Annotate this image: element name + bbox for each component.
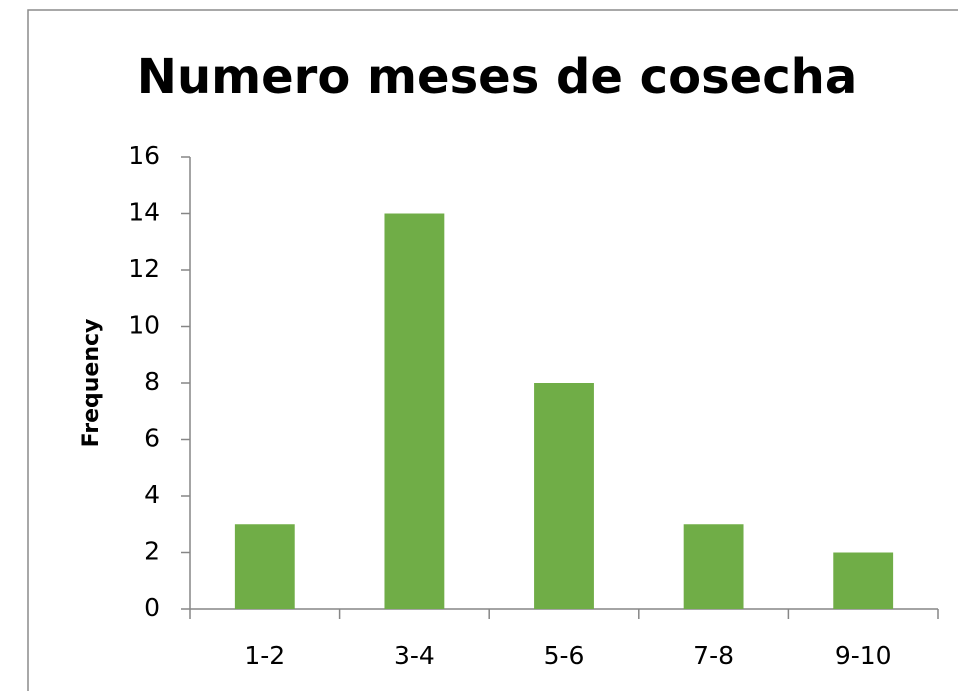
bar — [683, 524, 744, 609]
bar — [833, 552, 894, 609]
bar — [234, 524, 295, 609]
x-tick-label: 9-10 — [835, 641, 892, 670]
x-tick-label: 1-2 — [244, 641, 285, 670]
y-tick-label: 4 — [144, 480, 160, 509]
y-tick-label: 2 — [144, 537, 160, 566]
y-tick-label: 6 — [144, 424, 160, 453]
y-tick-label: 16 — [128, 141, 160, 170]
y-tick-label: 12 — [128, 254, 160, 283]
y-tick-label: 0 — [144, 593, 160, 622]
x-tick-label: 3-4 — [394, 641, 435, 670]
bar — [534, 383, 594, 609]
y-tick-label: 10 — [128, 311, 160, 340]
bar — [384, 213, 445, 609]
chart-title: Numero meses de cosecha — [137, 49, 857, 105]
x-tick-label: 7-8 — [693, 641, 734, 670]
y-axis-label: Frequency — [79, 319, 104, 448]
x-tick-label: 5-6 — [544, 641, 585, 670]
y-tick-label: 8 — [144, 367, 160, 396]
y-tick-label: 14 — [128, 198, 160, 227]
chart-frame — [27, 9, 958, 691]
